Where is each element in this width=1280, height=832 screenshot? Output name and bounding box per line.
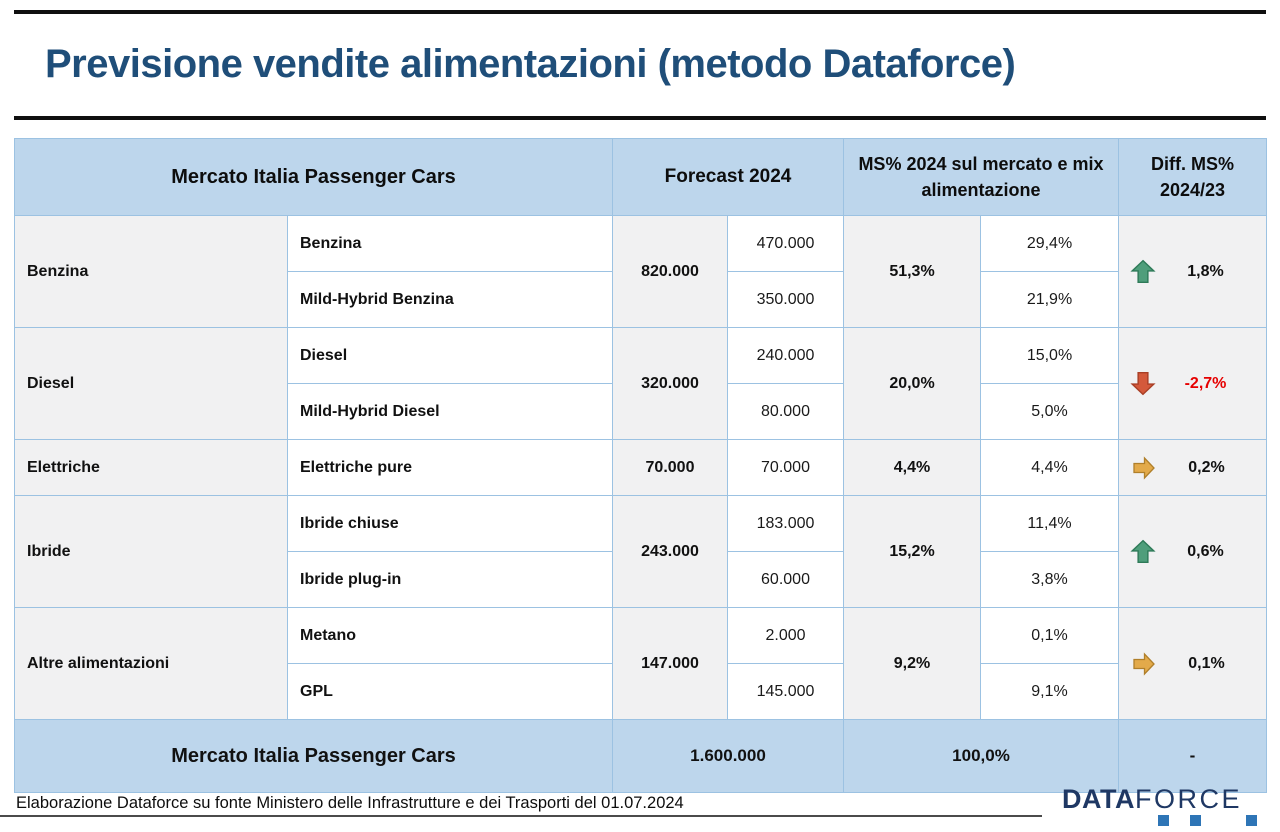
fuel-ms: 9,1%	[980, 663, 1119, 720]
trend-icon	[1130, 258, 1156, 285]
total-ms: 100,0%	[843, 719, 1119, 793]
trend-flat-icon	[1133, 455, 1155, 480]
bottom-divider	[0, 815, 1042, 817]
fuel-ms: 4,4%	[980, 439, 1119, 496]
table-row: Elettriche Elettriche pure 70.000 70.000…	[14, 439, 1267, 496]
diff-value: -2,7%	[1184, 374, 1227, 392]
diff-value: 0,1%	[1188, 654, 1225, 672]
table-row: Ibride plug-in 60.000 3,8%	[15, 551, 1267, 608]
fuel-forecast: 80.000	[727, 383, 844, 440]
group-ms-total: 15,2%	[843, 495, 981, 608]
total-forecast: 1.600.000	[612, 719, 844, 793]
fuel-forecast: 70.000	[727, 439, 844, 496]
fuel-forecast: 60.000	[727, 551, 844, 608]
fuel-label: Ibride chiuse	[287, 495, 613, 552]
group-name: Altre alimentazioni	[14, 607, 288, 720]
group-name: Benzina	[14, 215, 288, 328]
table-header-row: Mercato Italia Passenger Cars Forecast 2…	[14, 138, 1267, 216]
diff-cell: 0,1%	[1118, 607, 1267, 720]
table-row: Altre alimentazioni Metano 147.000 2.000…	[14, 607, 1267, 720]
header-diff: Diff. MS% 2024/23	[1118, 138, 1267, 216]
logo-square-icon	[1158, 815, 1169, 826]
table-row: Mild-Hybrid Benzina 350.000 21,9%	[15, 271, 1267, 328]
table-row: Ibride Ibride chiuse 243.000 183.000 15,…	[14, 495, 1267, 608]
diff-value: 0,6%	[1187, 542, 1224, 560]
fuel-label: Mild-Hybrid Diesel	[287, 383, 613, 440]
group-forecast-total: 320.000	[612, 327, 728, 440]
fuel-label: Mild-Hybrid Benzina	[287, 271, 613, 328]
page-title: Previsione vendite alimentazioni (metodo…	[45, 42, 1016, 86]
table-row: Mild-Hybrid Diesel 80.000 5,0%	[15, 383, 1267, 440]
logo-text-force: FORCE	[1134, 784, 1242, 814]
fuel-ms: 21,9%	[980, 271, 1119, 328]
fuel-ms: 3,8%	[980, 551, 1119, 608]
trend-icon	[1130, 455, 1158, 480]
diff-cell: 1,8%	[1118, 215, 1267, 328]
fuel-ms: 0,1%	[980, 607, 1119, 664]
group-ms-total: 9,2%	[843, 607, 981, 720]
group-name: Diesel	[14, 327, 288, 440]
group-forecast-total: 243.000	[612, 495, 728, 608]
fuel-label: Benzina	[287, 215, 613, 272]
group-forecast-total: 70.000	[612, 439, 728, 496]
trend-up-icon	[1130, 539, 1156, 564]
diff-value: 1,8%	[1187, 262, 1224, 280]
table-row: Diesel Diesel 320.000 240.000 20,0% 15,0…	[14, 327, 1267, 440]
table-row: Benzina Benzina 820.000 470.000 51,3% 29…	[14, 215, 1267, 328]
diff-cell: -2,7%	[1118, 327, 1267, 440]
total-diff: -	[1118, 719, 1267, 793]
forecast-table-wrap: Mercato Italia Passenger Cars Forecast 2…	[14, 138, 1267, 793]
fuel-forecast: 240.000	[727, 327, 844, 384]
table-row: GPL 145.000 9,1%	[15, 663, 1267, 720]
logo-text-data: DATA	[1062, 784, 1135, 814]
group-name: Ibride	[14, 495, 288, 608]
footer-source: Elaborazione Dataforce su fonte Minister…	[16, 794, 684, 812]
forecast-table: Mercato Italia Passenger Cars Forecast 2…	[14, 138, 1267, 793]
fuel-forecast: 183.000	[727, 495, 844, 552]
diff-cell: 0,2%	[1118, 439, 1267, 496]
fuel-forecast: 350.000	[727, 271, 844, 328]
header-ms: MS% 2024 sul mercato e mix alimentazione	[843, 138, 1119, 216]
fuel-label: Ibride plug-in	[287, 551, 613, 608]
fuel-ms: 29,4%	[980, 215, 1119, 272]
header-forecast: Forecast 2024	[612, 138, 844, 216]
group-ms-total: 20,0%	[843, 327, 981, 440]
fuel-forecast: 145.000	[727, 663, 844, 720]
table-total-row: Mercato Italia Passenger Cars 1.600.000 …	[14, 719, 1267, 793]
trend-icon	[1130, 370, 1156, 397]
group-forecast-total: 147.000	[612, 607, 728, 720]
fuel-label: Elettriche pure	[287, 439, 613, 496]
header-market: Mercato Italia Passenger Cars	[14, 138, 613, 216]
fuel-ms: 15,0%	[980, 327, 1119, 384]
fuel-ms: 5,0%	[980, 383, 1119, 440]
group-forecast-total: 820.000	[612, 215, 728, 328]
fuel-label: Metano	[287, 607, 613, 664]
group-ms-total: 4,4%	[843, 439, 981, 496]
trend-icon	[1130, 651, 1158, 676]
fuel-forecast: 470.000	[727, 215, 844, 272]
trend-down-icon	[1130, 371, 1156, 396]
trend-icon	[1130, 538, 1156, 565]
trend-flat-icon	[1133, 651, 1155, 676]
fuel-ms: 11,4%	[980, 495, 1119, 552]
fuel-label: Diesel	[287, 327, 613, 384]
logo-square-icon	[1246, 815, 1257, 826]
trend-up-icon	[1130, 259, 1156, 284]
diff-cell: 0,6%	[1118, 495, 1267, 608]
top-divider	[14, 10, 1266, 14]
logo-square-icon	[1190, 815, 1201, 826]
fuel-label: GPL	[287, 663, 613, 720]
dataforce-logo: DATAFORCE	[1062, 784, 1262, 830]
fuel-forecast: 2.000	[727, 607, 844, 664]
group-name: Elettriche	[14, 439, 288, 496]
diff-value: 0,2%	[1188, 458, 1225, 476]
total-label: Mercato Italia Passenger Cars	[14, 719, 613, 793]
group-ms-total: 51,3%	[843, 215, 981, 328]
title-divider	[14, 116, 1266, 120]
